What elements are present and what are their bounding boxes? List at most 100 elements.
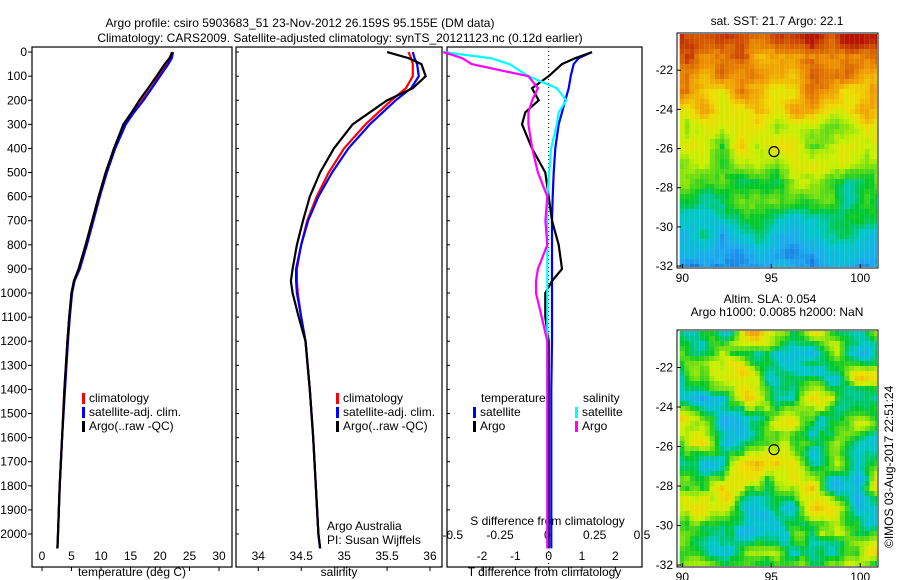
map-cell [829, 511, 835, 516]
map-cell [774, 139, 780, 144]
map-cell [844, 506, 850, 511]
map-cell [704, 99, 710, 104]
map-cell [824, 416, 830, 421]
map-cell [724, 361, 730, 366]
map-cell [699, 189, 705, 194]
map-cell [779, 516, 785, 521]
map-cell [844, 154, 850, 159]
legend-header-temperature: temperature [481, 391, 546, 405]
map-cell [729, 179, 735, 184]
map-cell [754, 396, 760, 401]
map-cell [699, 431, 705, 436]
map-cell [709, 114, 715, 119]
map-cell [699, 416, 705, 421]
map-cell [734, 396, 740, 401]
map-cell [689, 516, 695, 521]
map-cell [859, 209, 865, 214]
map-cell [694, 396, 700, 401]
map-cell [744, 64, 750, 69]
map-cell [829, 391, 835, 396]
map-cell [819, 406, 825, 411]
map-cell [834, 471, 840, 476]
map-cell [684, 541, 690, 546]
map-cell [744, 54, 750, 59]
map-cell [809, 471, 815, 476]
map-cell [714, 144, 720, 149]
map-cell [729, 184, 735, 189]
map-cell [829, 204, 835, 209]
map-cell [689, 239, 695, 244]
map-cell [779, 254, 785, 259]
map-cell [794, 426, 800, 431]
map-cell [759, 234, 765, 239]
map-cell [699, 481, 705, 486]
map-cell [869, 239, 875, 244]
map-cell [694, 561, 700, 566]
map-cell [869, 356, 875, 361]
map-cell [769, 421, 775, 426]
map-cell [739, 391, 745, 396]
map-cell [684, 531, 690, 536]
map-cell [839, 511, 845, 516]
map-cell [814, 431, 820, 436]
map-cell [714, 456, 720, 461]
map-cell [819, 79, 825, 84]
map-cell [789, 209, 795, 214]
map-cell [734, 366, 740, 371]
map-cell [874, 431, 877, 436]
map-cell [724, 229, 730, 234]
map-cell [844, 244, 850, 249]
map-cell [739, 381, 745, 386]
map-cell [714, 234, 720, 239]
map-cell [854, 536, 860, 541]
map-cell [679, 536, 685, 541]
map-cell [754, 224, 760, 229]
map-cell [719, 99, 725, 104]
map-cell [844, 481, 850, 486]
map-cell [774, 244, 780, 249]
map-cell [719, 556, 725, 561]
map-cell [809, 164, 815, 169]
map-cell [684, 461, 690, 466]
map-cell [679, 416, 685, 421]
map-cell [839, 179, 845, 184]
map-cell [769, 219, 775, 224]
map-cell [854, 54, 860, 59]
map-cell [704, 144, 710, 149]
map-cell [754, 244, 760, 249]
map-cell [689, 84, 695, 89]
map-cell [699, 371, 705, 376]
map-cell [709, 341, 715, 346]
map-cell [729, 546, 735, 551]
map-cell [749, 401, 755, 406]
map-cell [764, 214, 770, 219]
map-cell [724, 239, 730, 244]
map-cell [829, 209, 835, 214]
map-cell [754, 74, 760, 79]
map-cell [804, 84, 810, 89]
map-cell [694, 249, 700, 254]
map-cell [699, 376, 705, 381]
x-tick-label: 0 [39, 549, 46, 563]
map-cell [809, 169, 815, 174]
map-cell [774, 366, 780, 371]
map-cell [684, 59, 690, 64]
map-cell [749, 511, 755, 516]
map-cell [824, 401, 830, 406]
y-tick-label: 100 [7, 69, 27, 83]
map-cell [769, 476, 775, 481]
map-cell [689, 144, 695, 149]
map-cell [729, 486, 735, 491]
map-cell [719, 179, 725, 184]
map-cell [814, 184, 820, 189]
map-cell [749, 189, 755, 194]
map-cell [719, 481, 725, 486]
map-cell [754, 431, 760, 436]
map-cell [709, 551, 715, 556]
map-cell [739, 39, 745, 44]
map-cell [679, 209, 685, 214]
map-cell [754, 84, 760, 89]
map-cell [809, 466, 815, 471]
map-cell [789, 366, 795, 371]
map-cell [864, 391, 870, 396]
